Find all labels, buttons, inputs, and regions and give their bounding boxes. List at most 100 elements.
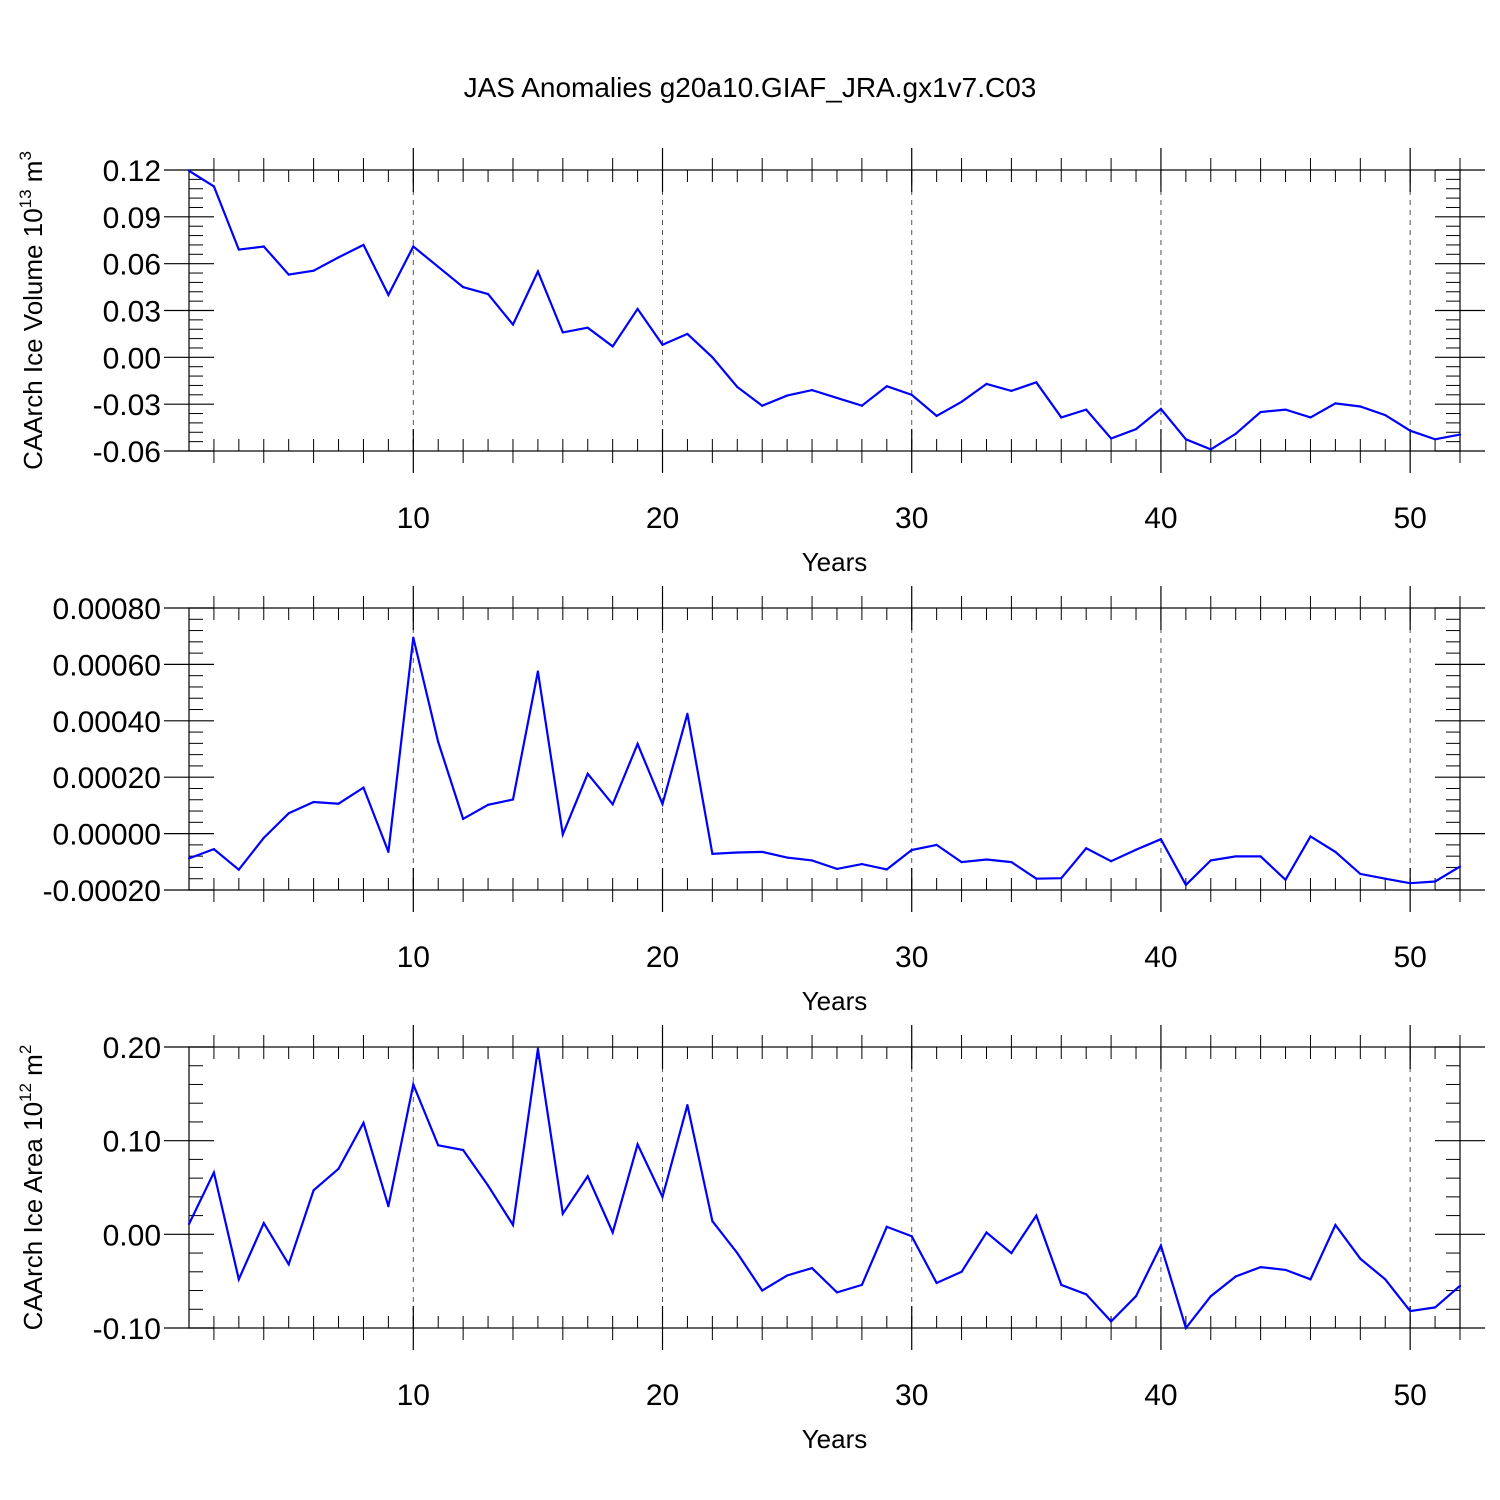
y-tick-label: 0.09 xyxy=(103,202,161,235)
y-tick-label: 0.00 xyxy=(103,1219,161,1252)
data-point xyxy=(736,1251,739,1255)
data-point xyxy=(935,414,938,417)
data-point xyxy=(1433,438,1437,441)
data-point xyxy=(511,323,515,326)
data-point xyxy=(1234,855,1237,858)
panels: 10 20 30 40 50 -0.06 -0.03 0.00 0.03 0.06 0.09 0.12… xyxy=(16,148,1485,1454)
data-point xyxy=(1209,1295,1212,1298)
data-point xyxy=(1035,1214,1038,1217)
data-point xyxy=(736,851,739,854)
data-point xyxy=(212,185,216,188)
x-tick-label: 40 xyxy=(1144,941,1177,974)
x-axis-label: Years xyxy=(802,986,868,1016)
data-point xyxy=(1209,859,1212,862)
data-point xyxy=(1060,877,1063,880)
data-point xyxy=(1134,848,1138,851)
data-point xyxy=(262,836,265,839)
y-tick-label: -0.10 xyxy=(93,1313,161,1346)
data-point xyxy=(960,860,963,864)
data-point xyxy=(212,848,216,851)
data-point xyxy=(1284,878,1287,881)
data-point xyxy=(786,394,789,397)
data-point xyxy=(536,670,540,673)
data-point xyxy=(1060,416,1063,419)
data-point xyxy=(362,1121,365,1124)
y-tick-label: 0.00 xyxy=(103,342,161,375)
data-point xyxy=(1284,408,1287,411)
data-point xyxy=(810,859,814,862)
data-point xyxy=(362,786,365,789)
x-tick-label: 20 xyxy=(646,502,679,535)
data-point xyxy=(387,1205,390,1208)
data-point xyxy=(661,802,664,806)
data-point xyxy=(237,868,240,871)
data-point xyxy=(287,812,290,815)
data-point xyxy=(337,802,340,805)
x-tick-label: 20 xyxy=(646,1379,679,1412)
data-point xyxy=(536,1047,540,1050)
data-point xyxy=(1433,1306,1437,1309)
data-point xyxy=(1159,838,1163,841)
data-point xyxy=(586,772,589,775)
data-point xyxy=(636,307,639,311)
x-tick-label: 30 xyxy=(895,1379,928,1412)
data-point xyxy=(1309,416,1312,419)
data-point xyxy=(1309,835,1312,838)
data-point xyxy=(337,1167,340,1170)
data-point xyxy=(1109,437,1113,440)
data-point xyxy=(860,862,863,866)
data-point xyxy=(860,404,863,407)
data-point xyxy=(287,273,290,276)
data-point xyxy=(561,331,564,334)
data-point xyxy=(985,1231,988,1234)
data-point xyxy=(1184,1326,1187,1330)
x-axis-label: Years xyxy=(802,1424,868,1454)
x-tick-label: 50 xyxy=(1393,502,1426,535)
plot-frame xyxy=(188,169,1461,452)
data-point xyxy=(1409,429,1412,432)
data-point xyxy=(611,345,614,348)
data-point xyxy=(1384,1278,1387,1281)
data-point xyxy=(611,1231,614,1234)
series-line xyxy=(188,1048,1461,1331)
data-point xyxy=(1458,433,1462,436)
data-point xyxy=(586,326,589,329)
y-tick-label: -0.03 xyxy=(93,389,161,422)
data-point xyxy=(1309,1278,1312,1281)
data-point xyxy=(885,1225,888,1228)
data-point xyxy=(885,385,888,388)
data-point xyxy=(437,740,440,744)
data-point xyxy=(611,803,614,806)
data-point xyxy=(1010,1251,1013,1255)
data-point xyxy=(1209,448,1212,451)
data-point xyxy=(686,712,689,715)
data-point xyxy=(536,270,540,273)
y-tick-label: 0.00020 xyxy=(53,762,161,795)
data-point xyxy=(187,1222,191,1226)
data-point xyxy=(761,404,764,407)
data-point xyxy=(1359,872,1362,876)
data-point xyxy=(462,1148,465,1152)
data-point xyxy=(1010,860,1013,864)
chart-panel-2: 10 20 30 40 50 -0.00020 0.00000 0.00020 0.00040 0… xyxy=(43,586,1485,1016)
y-tick-label: 0.00040 xyxy=(53,706,161,739)
data-point xyxy=(337,256,340,259)
data-point xyxy=(486,803,490,806)
data-point xyxy=(711,852,714,856)
y-axis-label: CAArch Ice Volume 1013 m3 xyxy=(16,151,48,470)
data-point xyxy=(1259,1266,1262,1269)
data-point xyxy=(985,382,988,385)
data-point xyxy=(661,343,664,346)
data-point xyxy=(810,389,814,392)
chart-panel-1: 10 20 30 40 50 -0.06 -0.03 0.00 0.03 0.06 0.09 0.12… xyxy=(16,148,1485,577)
data-point xyxy=(1134,428,1138,431)
data-point xyxy=(486,1184,490,1187)
data-point xyxy=(761,850,764,854)
x-tick-label: 10 xyxy=(397,941,430,974)
data-point xyxy=(262,1221,265,1225)
y-tick-label: -0.06 xyxy=(93,436,161,469)
data-point xyxy=(885,868,888,871)
data-point xyxy=(636,742,639,746)
x-tick-label: 10 xyxy=(397,1379,430,1412)
